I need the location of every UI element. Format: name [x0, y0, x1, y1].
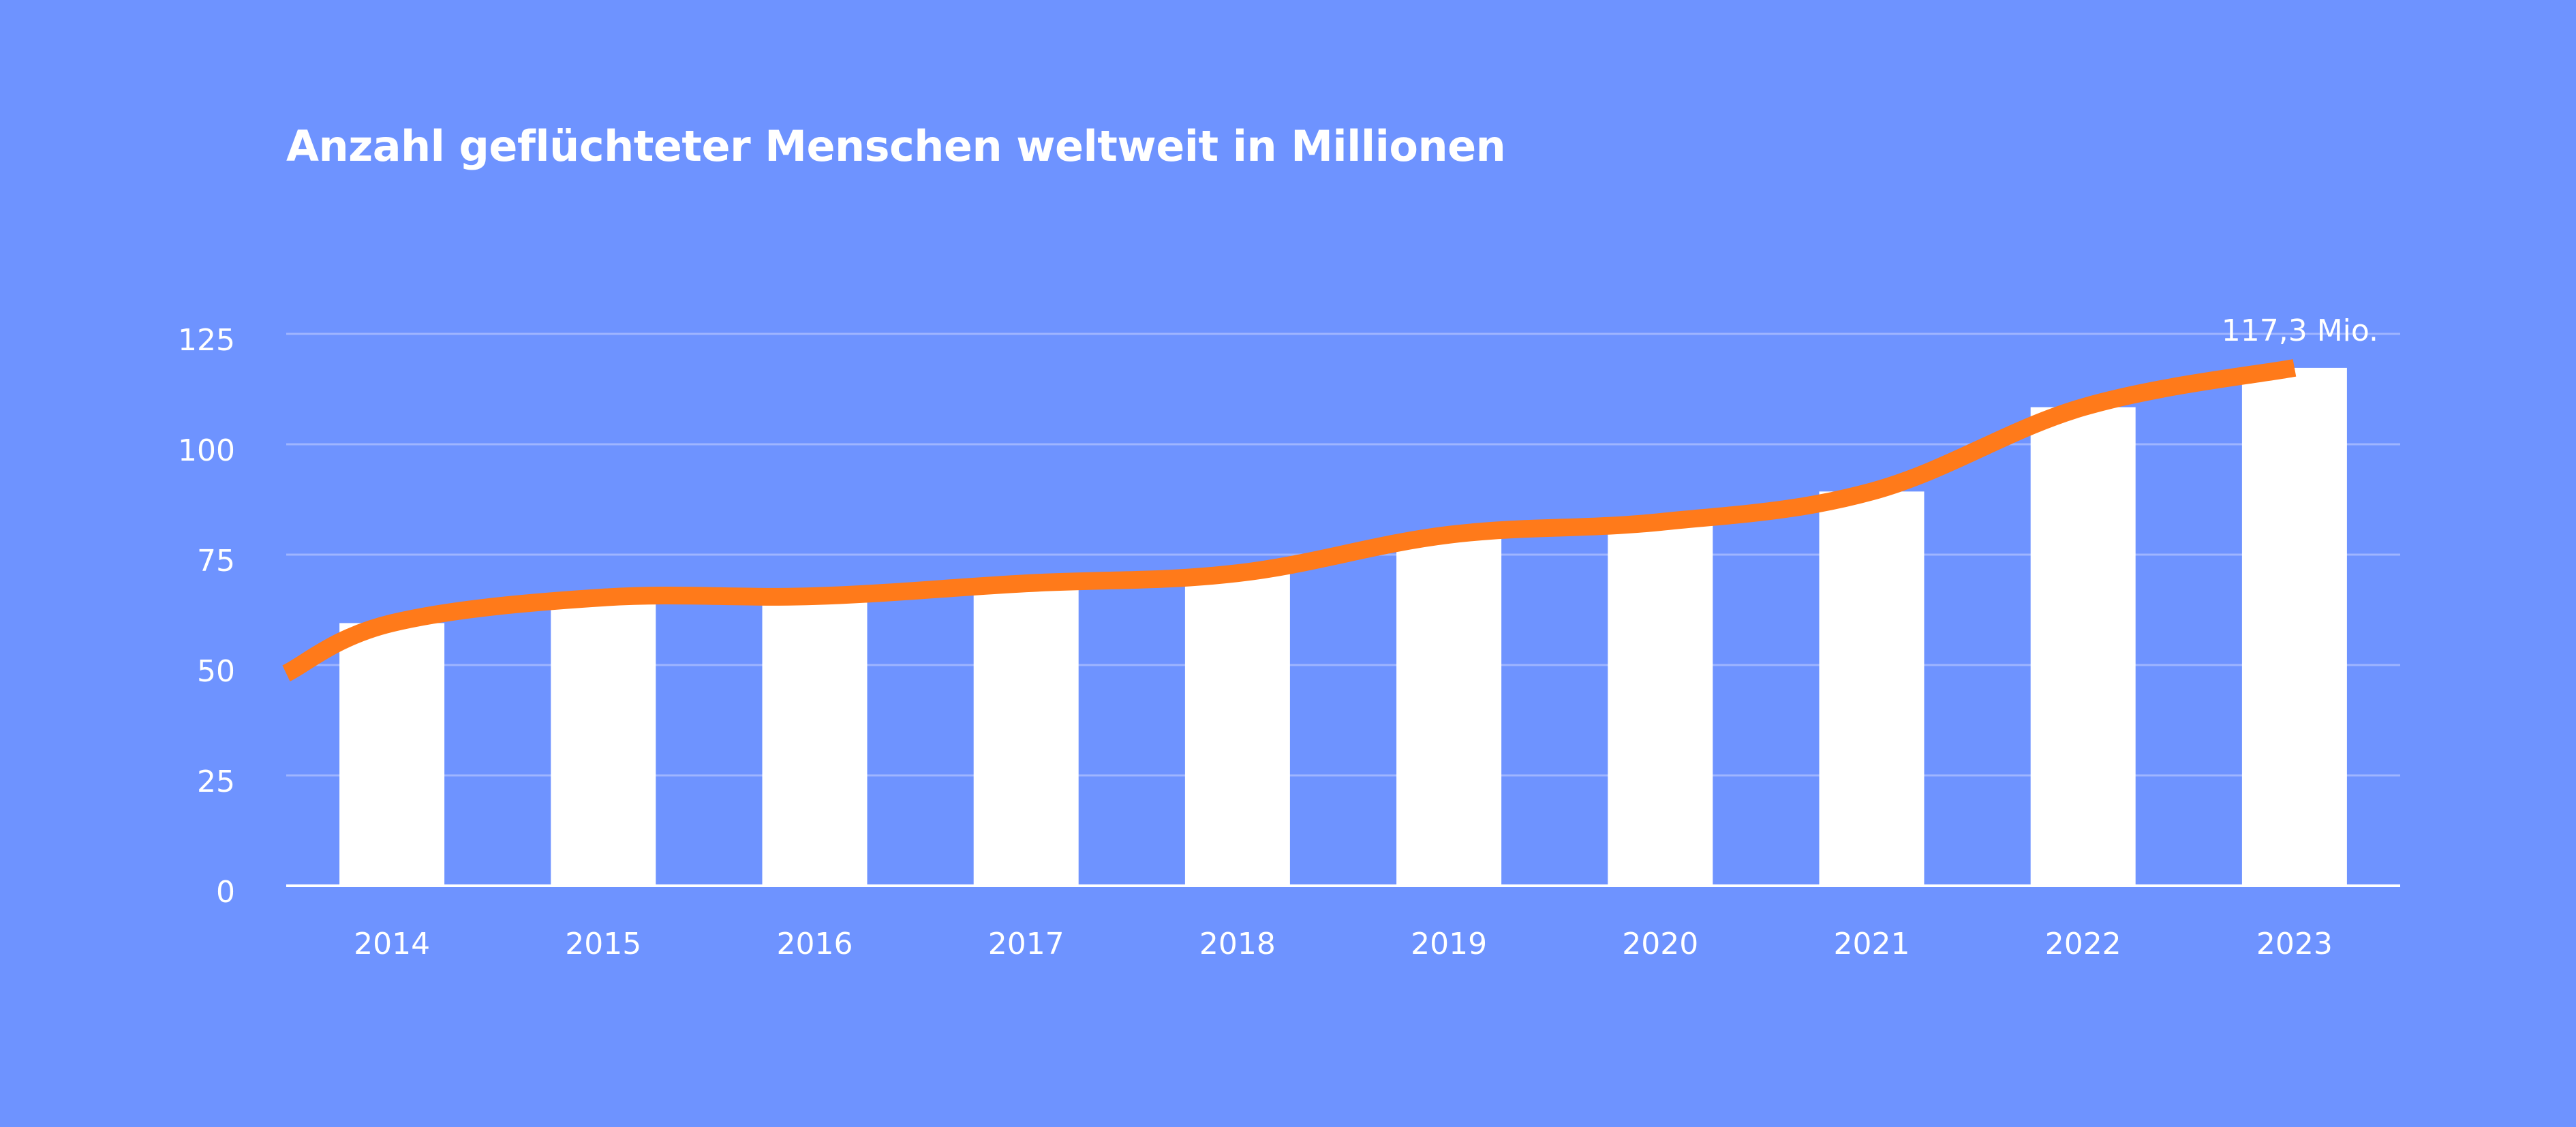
bar-2022 — [2030, 407, 2136, 886]
data-label: 117,3 Mio. — [2222, 313, 2378, 348]
bar-2023 — [2241, 367, 2347, 886]
x-tick-label: 2019 — [1411, 927, 1487, 961]
bar-2020 — [1608, 522, 1713, 886]
y-tick-label: 50 — [197, 654, 235, 689]
y-tick-label: 125 — [178, 323, 235, 358]
y-tick-label: 25 — [197, 765, 235, 799]
annotations: 117,3 Mio. — [2222, 313, 2378, 348]
x-tick-label: 2018 — [1199, 927, 1276, 961]
y-tick-labels: 0 25 50 75 100 125 — [178, 323, 235, 910]
x-tick-label: 2020 — [1622, 927, 1698, 961]
x-tick-label: 2021 — [1834, 927, 1910, 961]
x-tick-label: 2014 — [354, 927, 430, 961]
x-tick-label: 2022 — [2045, 927, 2121, 961]
bar-2016 — [762, 596, 868, 886]
bar-2019 — [1396, 534, 1502, 886]
trend-line-layer — [282, 359, 2297, 681]
x-tick-labels: 2014 2015 2016 2017 2018 2019 2020 2021 2022 2023 — [354, 927, 2333, 961]
bar-2014 — [339, 623, 445, 886]
bar-2015 — [551, 597, 656, 886]
x-tick-label: 2016 — [777, 927, 853, 961]
y-tick-label: 100 — [178, 433, 235, 468]
chart-title: Anzahl geflüchteter Menschen weltweit in… — [286, 121, 1506, 171]
bar-2021 — [1819, 491, 1925, 886]
bars — [339, 367, 2347, 886]
y-tick-label: 75 — [197, 544, 235, 578]
trend-line — [282, 359, 2297, 681]
bar-2017 — [973, 583, 1079, 886]
x-tick-label: 2017 — [988, 927, 1064, 961]
y-tick-label: 0 — [216, 875, 235, 910]
x-tick-label: 2023 — [2256, 927, 2333, 961]
x-tick-label: 2015 — [565, 927, 641, 961]
bar-2018 — [1184, 573, 1290, 886]
